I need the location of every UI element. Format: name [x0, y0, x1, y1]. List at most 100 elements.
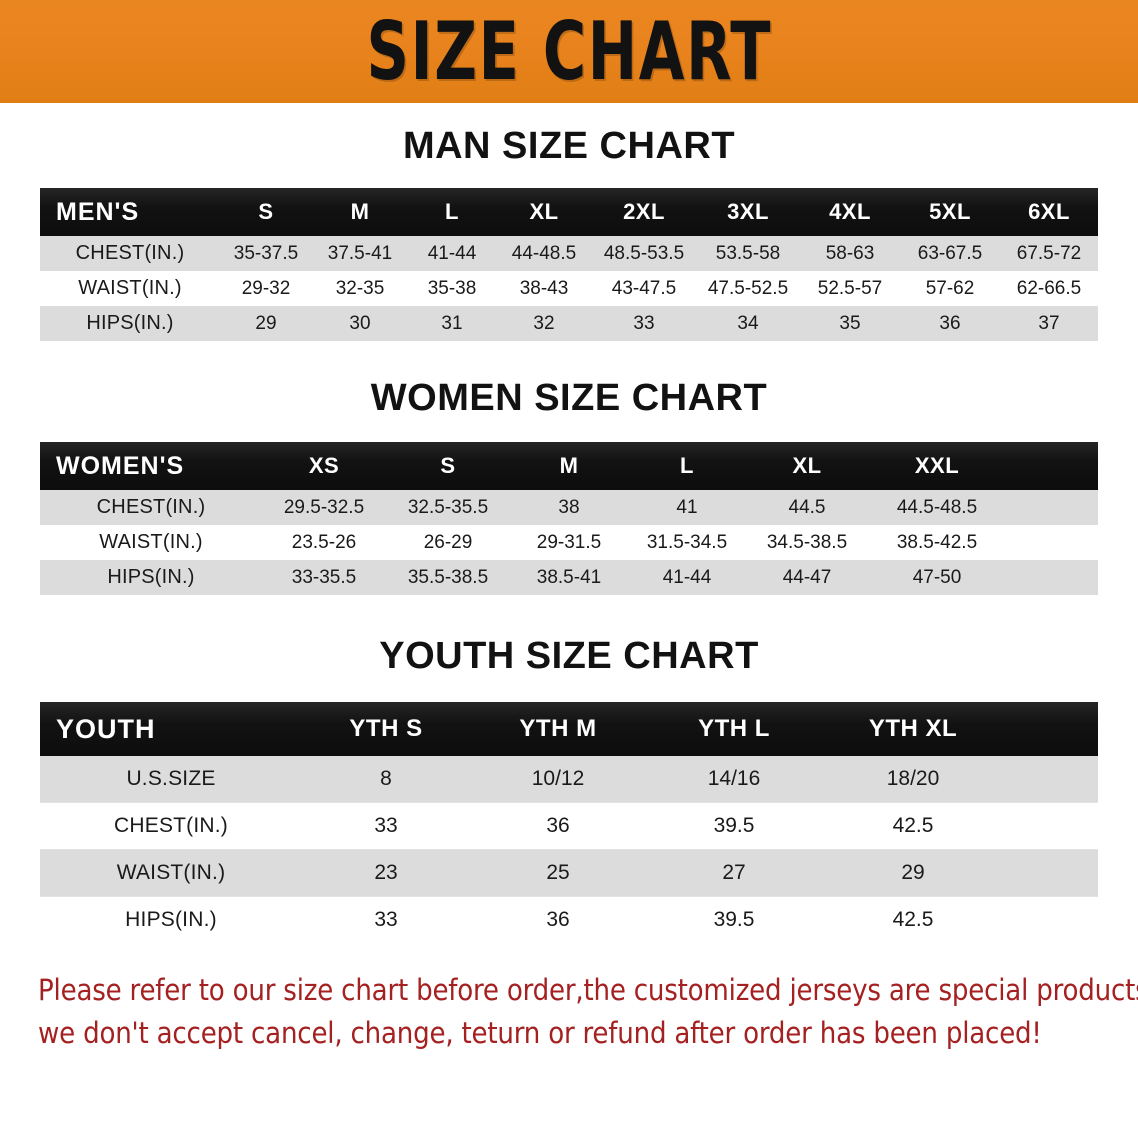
youth-ussize-yth-xl: 18/20: [822, 756, 1004, 803]
man-header-5xl: 5XL: [929, 199, 971, 224]
man-row-chest-label: CHEST(IN.): [75, 242, 185, 264]
women-hips-xxl: 47-50: [912, 566, 962, 588]
youth-waist-yth-m: 25: [470, 849, 646, 897]
man-table-header-row: MEN'S S M L XL 2XL 3XL 4XL 5XL 6XL: [40, 188, 1098, 236]
youth-ussize-spacer: [1004, 756, 1098, 803]
youth-header-yth-xl: YTH XL: [868, 715, 958, 742]
youth-chest-yth-m: 36: [470, 802, 646, 850]
man-size-table: MEN'S S M L XL 2XL 3XL 4XL 5XL 6XL CHEST…: [40, 188, 1098, 341]
man-row-hips-label: HIPS(IN.): [86, 312, 174, 334]
women-chest-spacer: [1006, 490, 1098, 525]
women-header-xxl: XXL: [914, 453, 960, 478]
women-size-table: WOMEN'S XS S M L XL XXL CHEST(IN.) 29.5-…: [40, 442, 1098, 595]
page-title: SIZE CHART: [366, 4, 772, 98]
women-hips-m: 38.5-41: [536, 566, 602, 588]
page-banner: SIZE CHART: [0, 0, 1138, 103]
man-hips-xl: 32: [533, 312, 555, 334]
youth-waist-yth-s: 23: [302, 849, 470, 897]
youth-ussize-yth-m: 10/12: [470, 756, 646, 803]
table-row: HIPS(IN.) 33-35.5 35.5-38.5 38.5-41 41-4…: [40, 560, 1098, 595]
man-waist-5xl: 57-62: [925, 277, 975, 299]
table-row: WAIST(IN.) 29-32 32-35 35-38 38-43 43-47…: [40, 271, 1098, 306]
man-hips-2xl: 33: [633, 312, 655, 334]
man-chest-l: 41-44: [427, 242, 477, 264]
man-waist-s: 29-32: [241, 277, 291, 299]
youth-header-yth-s: YTH S: [349, 715, 423, 742]
youth-waist-yth-l: 27: [646, 849, 822, 897]
women-table-wrapper: WOMEN'S XS S M L XL XXL CHEST(IN.) 29.5-…: [40, 442, 1098, 595]
man-waist-2xl: 43-47.5: [611, 277, 677, 299]
youth-header-yth-m: YTH M: [519, 715, 597, 742]
youth-hips-yth-l: 39.5: [713, 908, 755, 931]
youth-table-wrapper: YOUTH YTH S YTH M YTH L YTH XL U.S.SIZE …: [40, 702, 1098, 943]
man-header-m: M: [350, 199, 370, 224]
women-waist-xs: 23.5-26: [291, 531, 357, 553]
man-header-2xl: 2XL: [623, 199, 665, 224]
youth-row-hips-label: HIPS(IN.): [125, 908, 217, 931]
women-hips-spacer: [1006, 560, 1098, 595]
youth-chest-yth-l: 39.5: [646, 802, 822, 850]
women-header-spacer: [1006, 442, 1098, 490]
youth-row-ussize-label: U.S.SIZE: [40, 756, 302, 803]
women-waist-m: 29-31.5: [536, 531, 602, 553]
youth-table-header-row: YOUTH YTH S YTH M YTH L YTH XL: [40, 702, 1098, 756]
youth-header-label: YOUTH: [56, 713, 156, 744]
man-chest-5xl: 63-67.5: [917, 242, 983, 264]
man-header-label: MEN'S: [56, 197, 140, 226]
youth-chest-spacer: [1004, 802, 1098, 850]
women-chest-m: 38: [558, 496, 580, 518]
man-header-6xl: 6XL: [1028, 199, 1070, 224]
women-chest-l: 41: [676, 496, 698, 518]
man-waist-m: 32-35: [335, 277, 385, 299]
women-header-s: S: [440, 453, 456, 478]
disclaimer-line-1: Please refer to our size chart before or…: [38, 973, 1138, 1007]
table-row: CHEST(IN.) 35-37.5 37.5-41 41-44 44-48.5…: [40, 236, 1098, 271]
table-row: CHEST(IN.) 33 36 39.5 42.5: [40, 802, 1098, 850]
women-header-label: WOMEN'S: [56, 451, 185, 480]
man-header-xl: XL: [529, 199, 559, 224]
women-chest-s: 32.5-35.5: [407, 496, 489, 518]
women-hips-xs: 33-35.5: [291, 566, 357, 588]
man-hips-5xl: 36: [939, 312, 961, 334]
women-row-hips-label: HIPS(IN.): [107, 566, 195, 588]
table-row: WAIST(IN.) 23.5-26 26-29 29-31.5 31.5-34…: [40, 525, 1098, 560]
women-header-l: L: [680, 453, 694, 478]
man-table-wrapper: MEN'S S M L XL 2XL 3XL 4XL 5XL 6XL CHEST…: [40, 188, 1098, 341]
youth-header-spacer: [1004, 702, 1098, 756]
man-chest-6xl: 67.5-72: [1016, 242, 1082, 264]
man-chest-s: 35-37.5: [233, 242, 299, 264]
man-waist-xl: 38-43: [519, 277, 569, 299]
women-hips-xl: 44-47: [782, 566, 832, 588]
youth-row-waist-label: WAIST(IN.): [40, 849, 302, 897]
table-row: CHEST(IN.) 29.5-32.5 32.5-35.5 38 41 44.…: [40, 490, 1098, 525]
youth-hips-spacer: [1004, 897, 1098, 944]
man-hips-l: 31: [441, 312, 463, 334]
youth-hips-yth-xl: 42.5: [892, 908, 934, 931]
women-header-m: M: [559, 453, 579, 478]
youth-hips-yth-s: 33: [374, 908, 398, 931]
youth-ussize-yth-s: 8: [302, 756, 470, 803]
man-chest-xl: 44-48.5: [511, 242, 577, 264]
man-hips-s: 29: [255, 312, 277, 334]
table-row: WAIST(IN.) 23 25 27 29: [40, 849, 1098, 897]
man-chest-m: 37.5-41: [327, 242, 393, 264]
women-header-xl: XL: [792, 453, 822, 478]
women-hips-s: 35.5-38.5: [407, 566, 489, 588]
youth-chest-yth-s: 33: [302, 802, 470, 850]
table-row: HIPS(IN.) 29 30 31 32 33 34 35 36 37: [40, 306, 1098, 341]
youth-waist-spacer: [1004, 849, 1098, 897]
youth-row-chest-label: CHEST(IN.): [40, 802, 302, 850]
youth-section-title: YOUTH SIZE CHART: [379, 635, 759, 677]
women-hips-l: 41-44: [662, 566, 712, 588]
man-hips-3xl: 34: [737, 312, 759, 334]
women-table-header-row: WOMEN'S XS S M L XL XXL: [40, 442, 1098, 490]
man-header-s: S: [258, 199, 274, 224]
women-chest-xs: 29.5-32.5: [283, 496, 365, 518]
man-waist-4xl: 52.5-57: [817, 277, 883, 299]
youth-waist-yth-xl: 29: [822, 849, 1004, 897]
man-waist-6xl: 62-66.5: [1016, 277, 1082, 299]
man-header-4xl: 4XL: [829, 199, 871, 224]
women-row-chest-label: CHEST(IN.): [96, 496, 206, 518]
man-chest-4xl: 58-63: [825, 242, 875, 264]
